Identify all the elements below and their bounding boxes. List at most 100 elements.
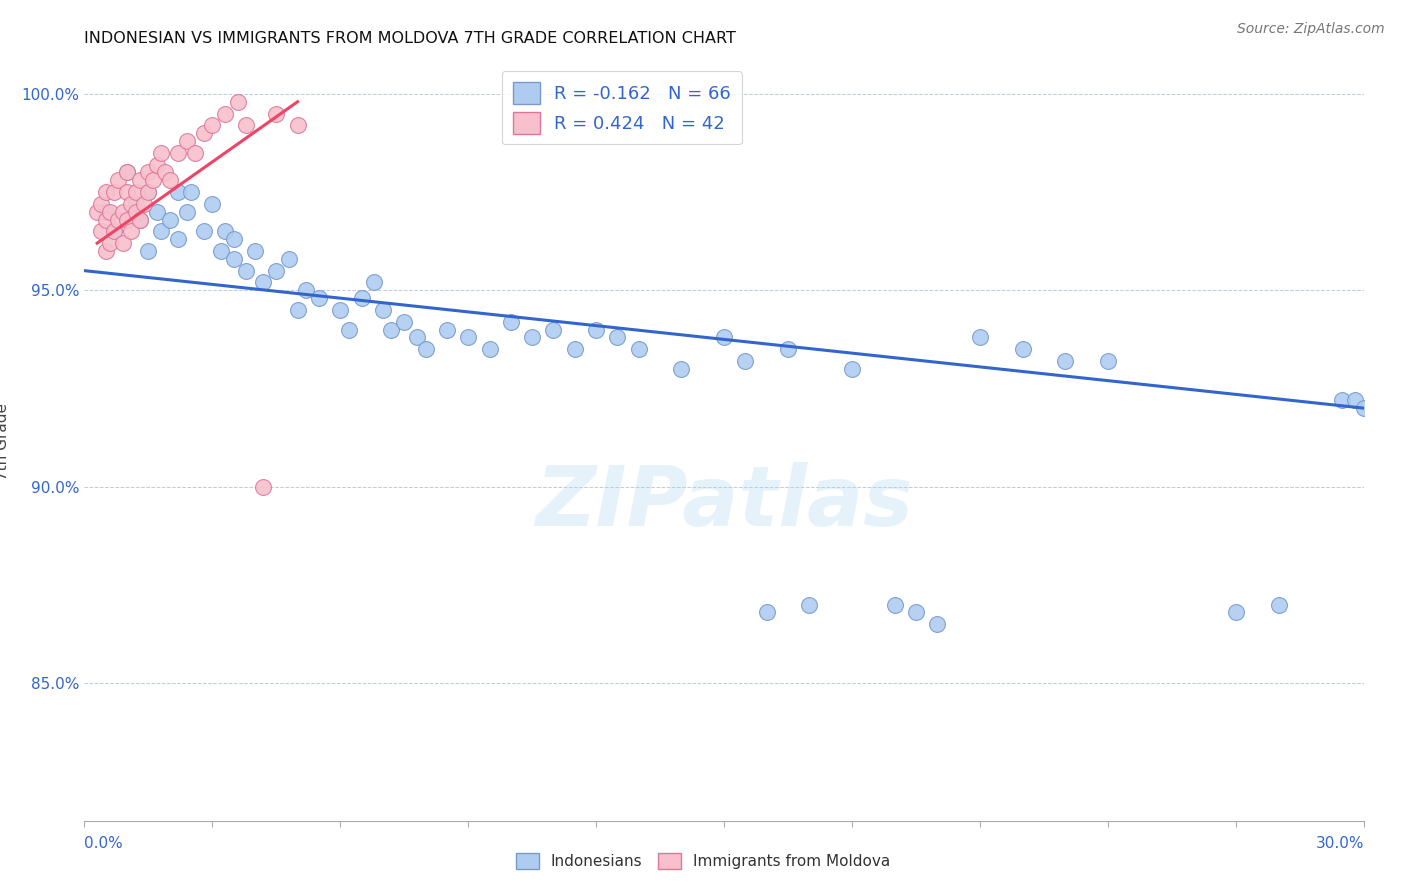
Point: [128, 173, 150, 187]
Point: [734, 354, 756, 368]
Point: [841, 362, 863, 376]
Point: [167, 185, 190, 199]
Point: [1344, 393, 1367, 408]
Point: [138, 244, 160, 258]
Point: [115, 212, 138, 227]
Point: [98, 236, 121, 251]
Point: [394, 315, 416, 329]
Point: [1331, 393, 1354, 408]
Point: [1097, 354, 1119, 368]
Point: [287, 302, 309, 317]
Text: Source: ZipAtlas.com: Source: ZipAtlas.com: [1237, 22, 1385, 37]
Point: [905, 606, 928, 620]
Point: [115, 165, 138, 179]
Point: [287, 118, 309, 132]
Point: [235, 263, 257, 277]
Point: [543, 322, 565, 336]
Point: [90, 197, 112, 211]
Point: [90, 224, 112, 238]
Point: [146, 204, 169, 219]
Legend: R = -0.162   N = 66, R = 0.424   N = 42: R = -0.162 N = 66, R = 0.424 N = 42: [502, 71, 742, 145]
Point: [1011, 343, 1033, 357]
Text: ZIPatlas: ZIPatlas: [536, 462, 912, 542]
Point: [226, 95, 249, 109]
Point: [155, 165, 177, 179]
Point: [883, 598, 905, 612]
Point: [235, 118, 257, 132]
Point: [308, 291, 330, 305]
Point: [167, 232, 190, 246]
Point: [176, 204, 198, 219]
Point: [94, 212, 117, 227]
Point: [86, 204, 108, 219]
Point: [1353, 401, 1375, 416]
Point: [1225, 606, 1247, 620]
Point: [115, 165, 138, 179]
Point: [371, 302, 394, 317]
Point: [209, 244, 232, 258]
Point: [243, 244, 266, 258]
Point: [159, 212, 181, 227]
Text: INDONESIAN VS IMMIGRANTS FROM MOLDOVA 7TH GRADE CORRELATION CHART: INDONESIAN VS IMMIGRANTS FROM MOLDOVA 7T…: [84, 31, 737, 46]
Point: [799, 598, 821, 612]
Point: [329, 302, 352, 317]
Point: [1267, 598, 1289, 612]
Point: [585, 322, 607, 336]
Point: [124, 204, 146, 219]
Point: [98, 204, 121, 219]
Point: [146, 158, 169, 172]
Point: [103, 224, 125, 238]
Y-axis label: 7th Grade: 7th Grade: [0, 403, 10, 480]
Point: [142, 173, 165, 187]
Text: 30.0%: 30.0%: [1316, 837, 1364, 851]
Point: [252, 276, 274, 290]
Point: [363, 276, 385, 290]
Point: [128, 212, 150, 227]
Point: [201, 118, 224, 132]
Point: [138, 165, 160, 179]
Point: [415, 343, 437, 357]
Point: [184, 145, 207, 160]
Point: [94, 204, 117, 219]
Point: [120, 197, 142, 211]
Point: [124, 185, 146, 199]
Point: [214, 224, 236, 238]
Point: [167, 145, 190, 160]
Point: [350, 291, 373, 305]
Point: [103, 224, 125, 238]
Point: [337, 322, 360, 336]
Point: [138, 185, 160, 199]
Point: [124, 197, 146, 211]
Point: [520, 330, 543, 344]
Point: [180, 185, 202, 199]
Point: [193, 126, 215, 140]
Point: [264, 106, 288, 120]
Point: [713, 330, 735, 344]
Point: [1054, 354, 1077, 368]
Point: [132, 197, 155, 211]
Point: [222, 252, 245, 266]
Point: [214, 106, 236, 120]
Point: [457, 330, 479, 344]
Point: [264, 263, 288, 277]
Point: [252, 480, 274, 494]
Point: [627, 343, 650, 357]
Point: [606, 330, 628, 344]
Point: [564, 343, 586, 357]
Point: [111, 204, 134, 219]
Point: [499, 315, 522, 329]
Point: [969, 330, 991, 344]
Text: 0.0%: 0.0%: [84, 837, 124, 851]
Point: [115, 185, 138, 199]
Point: [478, 343, 501, 357]
Point: [138, 185, 160, 199]
Point: [193, 224, 215, 238]
Point: [111, 236, 134, 251]
Point: [778, 343, 800, 357]
Point: [94, 185, 117, 199]
Point: [927, 617, 949, 632]
Point: [107, 173, 129, 187]
Point: [150, 224, 173, 238]
Point: [159, 173, 181, 187]
Point: [436, 322, 458, 336]
